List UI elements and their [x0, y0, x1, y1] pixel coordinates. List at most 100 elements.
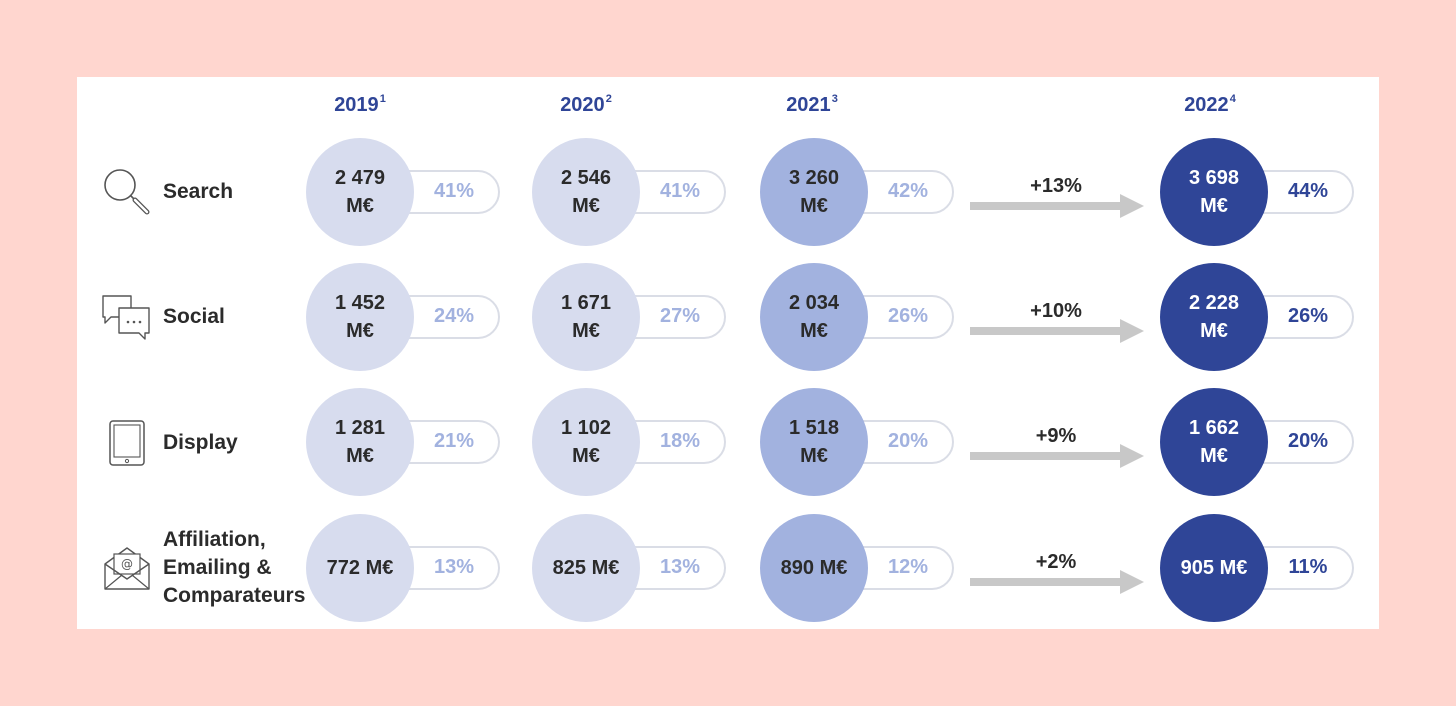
value-label-line: 1 671 [560, 292, 612, 314]
value-label: 1 518 M€ [789, 414, 839, 470]
share-label-2022: 20% [1287, 430, 1329, 452]
value-label: 772 M€ [327, 554, 394, 582]
row-label-social: Social [163, 305, 225, 328]
year-header-2022: 20224 [1150, 93, 1270, 117]
tablet-icon [109, 420, 145, 466]
value-label-line: 1 518 [788, 417, 840, 439]
value-circle-2020: 2 546 M€ [532, 138, 640, 246]
footnote-marker: 1 [379, 93, 386, 105]
value-label-line: 890 M€ [780, 557, 848, 579]
share-label-2019: 41% [433, 180, 475, 202]
share-label-2021: 20% [887, 430, 929, 452]
value-circle-2021: 1 518 M€ [760, 388, 868, 496]
value-label: 890 M€ [781, 554, 848, 582]
value-label-line: 2 479 [334, 167, 386, 189]
row-label-line: Emailing & [163, 556, 272, 579]
year-label: 2019 [334, 94, 379, 116]
value-label-line: 1 102 [560, 417, 612, 439]
value-label-line: 905 M€ [1180, 557, 1248, 579]
value-label: 1 102 M€ [561, 414, 611, 470]
row-label-display: Display [163, 431, 238, 454]
growth-label: +13% [1030, 175, 1082, 197]
share-label-2021: 12% [887, 556, 929, 578]
footnote-marker: 2 [605, 93, 612, 105]
year-label: 2022 [1184, 94, 1229, 116]
value-label-line: M€ [346, 320, 374, 342]
growth-arrow [970, 319, 1144, 343]
value-label: 1 452 M€ [335, 289, 385, 345]
year-label: 2021 [786, 94, 831, 116]
value-circle-2019: 1 452 M€ [306, 263, 414, 371]
footnote-marker: 3 [831, 93, 838, 105]
value-circle-2019: 1 281 M€ [306, 388, 414, 496]
growth-arrow [970, 194, 1144, 218]
value-label-line: M€ [346, 195, 374, 217]
value-label-line: M€ [572, 320, 600, 342]
year-label: 2020 [560, 94, 605, 116]
value-label-line: M€ [572, 445, 600, 467]
value-label-line: 1 281 [334, 417, 386, 439]
share-label-2020: 27% [659, 305, 701, 327]
value-label-line: 3 698 [1188, 167, 1240, 189]
value-label: 2 034 M€ [789, 289, 839, 345]
year-header-2021: 20213 [752, 93, 872, 117]
value-circle-2022: 905 M€ [1160, 514, 1268, 622]
value-circle-2020: 1 671 M€ [532, 263, 640, 371]
value-circle-2021: 890 M€ [760, 514, 868, 622]
row-label-line: Affiliation, [163, 528, 266, 551]
year-header-2019: 20191 [300, 93, 420, 117]
share-label-2021: 42% [887, 180, 929, 202]
value-label-line: M€ [1200, 320, 1228, 342]
row-label-line: Comparateurs [163, 584, 306, 607]
value-label: 2 479 M€ [335, 164, 385, 220]
value-label-line: 825 M€ [552, 557, 620, 579]
value-label-line: 3 260 [788, 167, 840, 189]
share-label-2019: 21% [433, 430, 475, 452]
value-label: 1 662 M€ [1189, 414, 1239, 470]
share-label-2019: 24% [433, 305, 475, 327]
value-label-line: 1 662 [1188, 417, 1240, 439]
value-label-line: M€ [800, 445, 828, 467]
growth-arrow [970, 570, 1144, 594]
magnifier-icon [104, 169, 150, 215]
value-label: 1 671 M€ [561, 289, 611, 345]
value-label-line: M€ [1200, 445, 1228, 467]
growth-arrow [970, 444, 1144, 468]
share-label-2020: 41% [659, 180, 701, 202]
footnote-marker: 4 [1229, 93, 1236, 105]
email-envelope-icon: @ [104, 547, 150, 590]
chat-bubbles-icon [102, 295, 150, 340]
value-label-line: 2 228 [1188, 292, 1240, 314]
value-circle-2022: 3 698 M€ [1160, 138, 1268, 246]
value-label-line: 2 034 [788, 292, 840, 314]
growth-label: +9% [1035, 425, 1077, 447]
row-label-affiliation: Affiliation, Emailing & Comparateurs [163, 526, 305, 610]
share-label-2022: 44% [1287, 180, 1329, 202]
value-circle-2019: 772 M€ [306, 514, 414, 622]
value-label-line: M€ [800, 195, 828, 217]
value-circle-2019: 2 479 M€ [306, 138, 414, 246]
value-label: 1 281 M€ [335, 414, 385, 470]
value-label-line: M€ [800, 320, 828, 342]
growth-label: +2% [1035, 551, 1077, 573]
value-label-line: M€ [346, 445, 374, 467]
value-label-line: 1 452 [334, 292, 386, 314]
share-label-2019: 13% [433, 556, 475, 578]
share-label-2022: 11% [1288, 556, 1328, 578]
value-label-line: 2 546 [560, 167, 612, 189]
value-label-line: M€ [1200, 195, 1228, 217]
value-label: 2 228 M€ [1189, 289, 1239, 345]
growth-label: +10% [1030, 300, 1082, 322]
svg-text:@: @ [121, 557, 133, 571]
value-label: 3 260 M€ [789, 164, 839, 220]
value-circle-2021: 3 260 M€ [760, 138, 868, 246]
row-label-search: Search [163, 180, 234, 203]
value-label-line: M€ [572, 195, 600, 217]
share-label-2020: 13% [659, 556, 701, 578]
chart-card [77, 77, 1379, 629]
value-circle-2020: 1 102 M€ [532, 388, 640, 496]
value-label: 905 M€ [1181, 554, 1248, 582]
value-label: 3 698 M€ [1189, 164, 1239, 220]
value-circle-2020: 825 M€ [532, 514, 640, 622]
share-label-2021: 26% [887, 305, 929, 327]
